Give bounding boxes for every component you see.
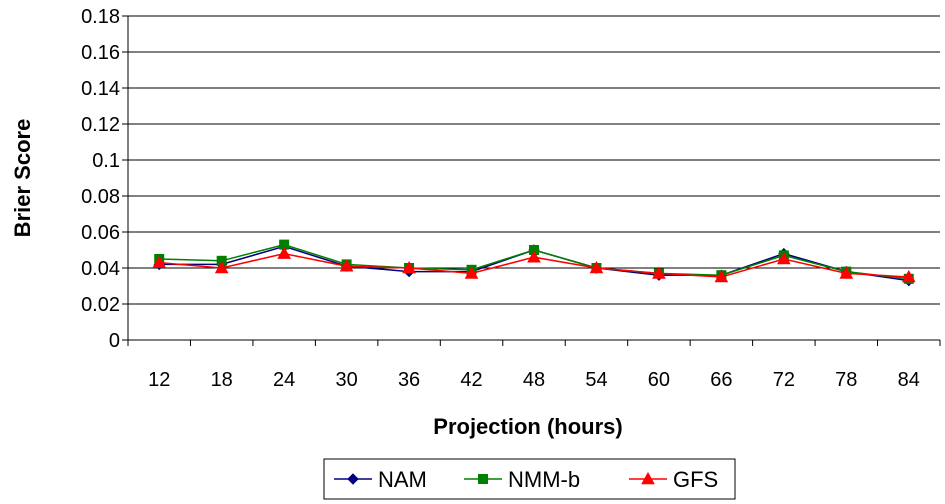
- y-tick-label: 0: [109, 330, 120, 352]
- x-tick-label: 42: [460, 369, 482, 391]
- gridlines: [128, 15, 940, 305]
- data-point-gfs: [339, 259, 354, 272]
- legend-item-nam: NAM: [334, 467, 427, 492]
- y-tick-label: 0.06: [81, 222, 120, 244]
- series-gfs: [152, 246, 916, 283]
- data-point-gfs: [277, 246, 292, 259]
- data-point-gfs: [839, 266, 854, 279]
- axes: [122, 15, 941, 346]
- y-tick-label: 0.08: [81, 186, 120, 208]
- data-point-gfs: [402, 260, 416, 274]
- x-tick-label: 48: [523, 369, 545, 391]
- x-tick-label: 60: [648, 369, 670, 391]
- x-tick-label: 78: [835, 369, 857, 391]
- y-tick-label: 0.16: [81, 42, 120, 64]
- data-point-gfs: [714, 269, 729, 283]
- data-point-gfs: [214, 260, 229, 274]
- x-tick-label: 36: [398, 369, 420, 391]
- data-point-gfs: [776, 251, 791, 265]
- x-tick-label: 12: [148, 369, 170, 391]
- legend-label-nam: NAM: [378, 467, 427, 492]
- data-point-gfs: [464, 266, 479, 279]
- legend-marker-nmm-b: [478, 474, 488, 484]
- y-axis-title: Brier Score: [10, 119, 35, 238]
- y-tick-label: 0.1: [92, 150, 120, 172]
- data-point-gfs: [589, 260, 604, 274]
- legend-items: NAM NMM-b GFS: [334, 467, 718, 492]
- data-point-gfs: [652, 266, 666, 279]
- x-tick-label: 72: [773, 369, 795, 391]
- x-tick-label: 30: [335, 369, 357, 391]
- x-tick-label: 24: [273, 369, 295, 391]
- x-tick-label: 66: [710, 369, 732, 391]
- y-tick-labels: 0 0.02 0.04 0.06 0.08 0.1 0.12 0.14 0.16 0.18: [81, 6, 120, 352]
- legend-marker-gfs: [641, 471, 655, 485]
- series-lines: [152, 239, 916, 287]
- legend: NAM NMM-b GFS: [323, 458, 736, 500]
- x-tick-label: 54: [585, 369, 607, 391]
- x-axis-title: Projection (hours): [433, 414, 622, 439]
- y-tick-label: 0.02: [81, 294, 120, 316]
- legend-label-nmm-b: NMM-b: [508, 467, 580, 492]
- legend-item-gfs: GFS: [629, 467, 718, 492]
- x-tick-label: 84: [898, 369, 920, 391]
- legend-item-nmm-b: NMM-b: [464, 467, 580, 492]
- x-tick-label: 18: [211, 369, 233, 391]
- legend-marker-nam: [347, 473, 359, 485]
- legend-label-gfs: GFS: [673, 467, 718, 492]
- y-tick-label: 0.18: [81, 6, 120, 28]
- data-point-gfs: [901, 269, 916, 283]
- y-tick-label: 0.14: [81, 78, 120, 100]
- y-tick-label: 0.12: [81, 114, 120, 136]
- y-tick-label: 0.04: [81, 258, 120, 280]
- data-point-gfs: [527, 250, 541, 263]
- x-tick-labels: 12 18 24 30 36 42 48 54 60 66 72 78 84: [148, 369, 920, 391]
- data-point-gfs: [152, 255, 167, 268]
